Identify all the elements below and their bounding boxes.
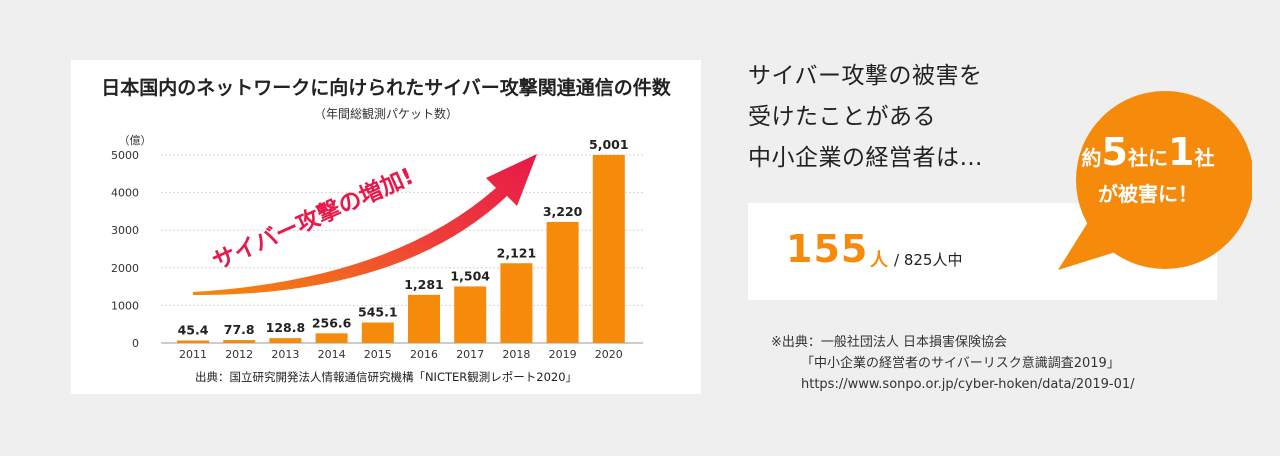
data-label-2018: 2,121 [497,245,537,260]
headline-line-2: 受けたことがある [748,104,936,130]
bar-2014 [315,333,348,343]
bubble-text: 約5社に1社 が被害に！ [1062,130,1234,207]
bar-2020 [592,154,625,343]
y-tick-label: 1000 [111,299,139,312]
bar-2017 [454,286,487,343]
bar-2018 [500,263,533,343]
x-tick-label: 2016 [410,348,438,361]
data-label-2020: 5,001 [589,137,629,152]
bubble-num2: 1 [1168,130,1195,174]
bar-2015 [361,322,394,343]
stat-total: / 825人中 [894,251,963,269]
data-label-2014: 256.6 [312,315,352,330]
y-axis-unit: （億） [119,134,152,147]
x-tick-label: 2011 [179,348,207,361]
x-tick-label: 2013 [271,348,299,361]
bubble-mid: 社に [1128,146,1168,170]
chart-title: 日本国内のネットワークに向けられたサイバー攻撃関連通信の件数 [101,76,672,99]
data-label-2017: 1,504 [450,268,490,283]
increase-arrow [193,154,537,296]
speech-bubble [1058,91,1252,270]
data-label-2012: 77.8 [224,322,255,337]
x-tick-label: 2018 [502,348,530,361]
data-label-2015: 545.1 [358,305,398,320]
data-label-2011: 45.4 [178,323,209,338]
source-block: ※出典：一般社団法人 日本損害保険協会 「中小企業の経営者のサイバーリスク意識調… [771,332,1135,395]
x-tick-label: 2014 [318,348,346,361]
bar-chart: 日本国内のネットワークに向けられたサイバー攻撃関連通信の件数 （年間総観測パケッ… [101,76,672,384]
headline-line-1: サイバー攻撃の被害を [748,63,983,89]
bubble-pre: 約 [1081,146,1102,170]
y-tick-label: 0 [132,337,139,350]
stat-unit: 人 [870,250,888,271]
source-line-1: ※出典：一般社団法人 日本損害保険協会 [771,335,1008,350]
headline: サイバー攻撃の被害を 受けたことがある 中小企業の経営者は… [748,56,983,179]
bubble-num1: 5 [1101,130,1128,174]
y-tick-label: 5000 [111,149,139,162]
data-label-2016: 1,281 [404,277,444,292]
chart-subtitle: （年間総観測パケット数） [314,106,458,121]
x-tick-label: 2019 [549,348,577,361]
data-label-2019: 3,220 [543,204,583,219]
x-tick-label: 2020 [595,348,623,361]
x-tick-label: 2015 [364,348,392,361]
y-tick-label: 2000 [111,262,139,275]
bubble-post: 社 [1194,146,1215,170]
bar-2013 [269,338,302,343]
chart-card: 日本国内のネットワークに向けられたサイバー攻撃関連通信の件数 （年間総観測パケッ… [71,60,701,394]
bar-2019 [546,221,579,343]
source-line-3: https://www.sonpo.or.jp/cyber-hoken/data… [801,377,1135,392]
x-tick-label: 2017 [456,348,484,361]
data-label-2013: 128.8 [266,320,306,335]
headline-line-3: 中小企業の経営者は… [748,145,983,171]
y-tick-label: 4000 [111,187,139,200]
bar-2011 [177,340,209,343]
x-tick-label: 2012 [225,348,253,361]
y-tick-label: 3000 [111,224,139,237]
bubble-line-2: が被害に！ [1098,182,1198,206]
source-line-2: 「中小企業の経営者のサイバーリスク意識調査2019」 [801,356,1120,371]
stat-count: 155 [786,227,869,271]
bar-2012 [223,340,256,343]
bar-2016 [408,294,440,343]
chart-source: 出典：国立研究開発法人情報通信研究機構「NICTER観測レポート2020」 [195,370,577,384]
